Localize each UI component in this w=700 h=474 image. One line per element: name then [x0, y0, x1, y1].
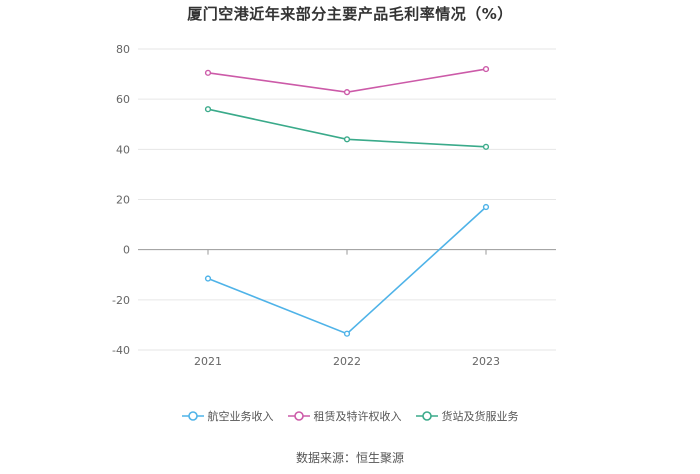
series-group	[204, 65, 490, 337]
x-tick-label: 2023	[472, 355, 500, 368]
data-point[interactable]	[343, 136, 351, 143]
y-tick-label: 0	[123, 244, 130, 257]
legend-item[interactable]: 货站及货服业务	[415, 408, 519, 424]
y-tick-label: 40	[116, 143, 130, 156]
legend-swatch-icon	[287, 411, 310, 421]
x-tick-label: 2021	[194, 355, 222, 368]
legend-label: 租赁及特许权收入	[313, 410, 402, 423]
y-tick-label: 60	[116, 93, 130, 106]
source-note: 数据来源：恒生聚源	[295, 451, 404, 465]
y-tick-label: -40	[112, 344, 130, 357]
legend-item[interactable]: 航空业务收入	[181, 408, 274, 424]
legend: 航空业务收入 租赁及特许权收入 货站及货服业务	[0, 408, 700, 424]
data-point[interactable]	[482, 203, 490, 211]
series-line	[207, 206, 487, 335]
data-point[interactable]	[204, 106, 212, 113]
legend-label: 货站及货服业务	[441, 410, 519, 423]
y-tick-label: -20	[112, 294, 130, 307]
chart-title: 厦门空港近年来部分主要产品毛利率情况（%）	[187, 5, 513, 23]
x-axis: 2021 2022 2023	[194, 249, 500, 368]
legend-swatch-icon	[415, 411, 438, 421]
data-point[interactable]	[343, 89, 351, 96]
legend-swatch-icon	[181, 411, 204, 421]
data-point[interactable]	[482, 65, 490, 73]
x-tick-label: 2022	[333, 355, 361, 368]
data-point[interactable]	[204, 275, 212, 282]
series-line	[207, 68, 487, 93]
data-point[interactable]	[482, 143, 490, 150]
y-tick-label: 20	[116, 194, 130, 207]
legend-label: 航空业务收入	[207, 410, 274, 423]
data-point[interactable]	[343, 330, 351, 337]
y-tick-label: 80	[116, 43, 130, 56]
legend-item[interactable]: 租赁及特许权收入	[287, 408, 402, 424]
data-point[interactable]	[204, 69, 212, 76]
chart-plot-area: 80 60 40 20 0 -20 -40 2021 2022 2023	[112, 43, 556, 368]
y-axis-ticks: 80 60 40 20 0 -20 -40	[112, 43, 130, 357]
